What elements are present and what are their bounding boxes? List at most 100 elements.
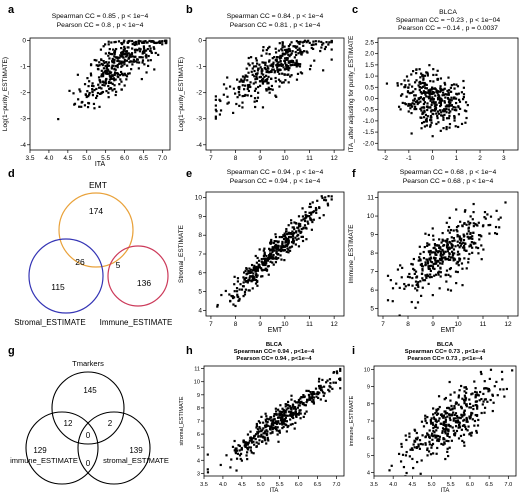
data-point [445,107,448,111]
data-point [232,87,236,90]
data-point [430,119,433,122]
data-point [443,81,446,85]
data-point [316,391,319,394]
data-point [431,135,434,138]
x-tick-label: 12 [331,155,339,162]
data-point [268,53,271,56]
data-point [257,266,260,269]
x-tick-label: 5.0 [257,482,265,488]
data-point [277,408,280,411]
data-point [101,90,105,94]
data-point [429,453,433,456]
y-tick-label: -2 [20,90,26,97]
data-point [448,114,451,117]
data-point [249,275,252,278]
data-point [271,257,274,260]
data-point [426,115,429,118]
data-point [443,83,447,86]
data-point [250,451,253,454]
data-point [440,114,443,117]
data-point [120,65,123,68]
data-point [413,108,416,111]
data-point [102,60,105,63]
data-point [298,230,301,233]
data-point [107,72,110,75]
data-point [258,263,261,267]
data-point [427,282,430,285]
data-point [429,273,432,276]
data-point [246,433,250,436]
data-point [301,215,305,218]
data-point [458,259,461,262]
data-point [465,223,468,226]
data-point [127,57,131,60]
x-tick-label: 6.0 [120,155,129,162]
data-point [311,220,314,224]
data-point [462,419,465,422]
data-point [426,273,429,276]
data-point [315,395,318,398]
data-point [408,432,411,435]
data-point [91,90,94,93]
data-point [480,397,483,401]
data-point [465,418,469,421]
data-point [256,269,260,272]
venn-count-t-immune: 12 [64,419,73,428]
data-point [269,432,272,435]
data-point [290,60,293,64]
data-point [326,202,329,205]
data-point [448,247,451,250]
data-point [477,234,481,237]
data-point [292,231,296,235]
data-point [448,252,451,255]
data-point [436,116,439,120]
data-point [443,442,446,445]
data-point [403,287,406,290]
data-point [276,68,279,71]
data-point [261,275,264,278]
data-point [320,40,323,44]
data-point [441,248,444,252]
data-point [305,238,308,241]
data-point [300,396,303,399]
data-point [255,73,258,76]
data-point [255,272,258,276]
data-point [432,101,435,104]
data-point [114,78,117,81]
data-point [432,80,435,83]
data-point [279,54,282,57]
data-point [428,429,431,432]
data-point [286,67,289,70]
data-point [433,434,436,437]
data-point [329,382,332,385]
x-tick-label: 2 [478,155,482,162]
data-point [284,52,287,55]
data-point [153,47,156,50]
data-point [420,459,423,462]
data-point [441,430,444,433]
data-point [247,85,250,89]
data-point [301,207,304,210]
data-point [228,85,232,88]
data-point [390,464,393,467]
data-point [262,73,265,76]
y-axis-label: Stromal_ESTIMATE [178,224,185,283]
data-point [163,39,167,43]
data-point [80,105,83,108]
data-point [97,76,101,79]
data-point [241,75,245,78]
data-point [475,414,479,417]
data-point [463,402,466,405]
data-point [119,73,122,77]
data-point [299,40,302,43]
data-point [449,418,452,422]
data-point [261,261,264,264]
data-point [310,213,313,216]
data-point [456,270,459,274]
data-point [318,391,321,394]
data-point [302,44,305,47]
data-point [288,55,291,58]
y-tick-label: 9 [198,213,202,220]
data-point [469,215,472,218]
data-point [293,227,296,231]
